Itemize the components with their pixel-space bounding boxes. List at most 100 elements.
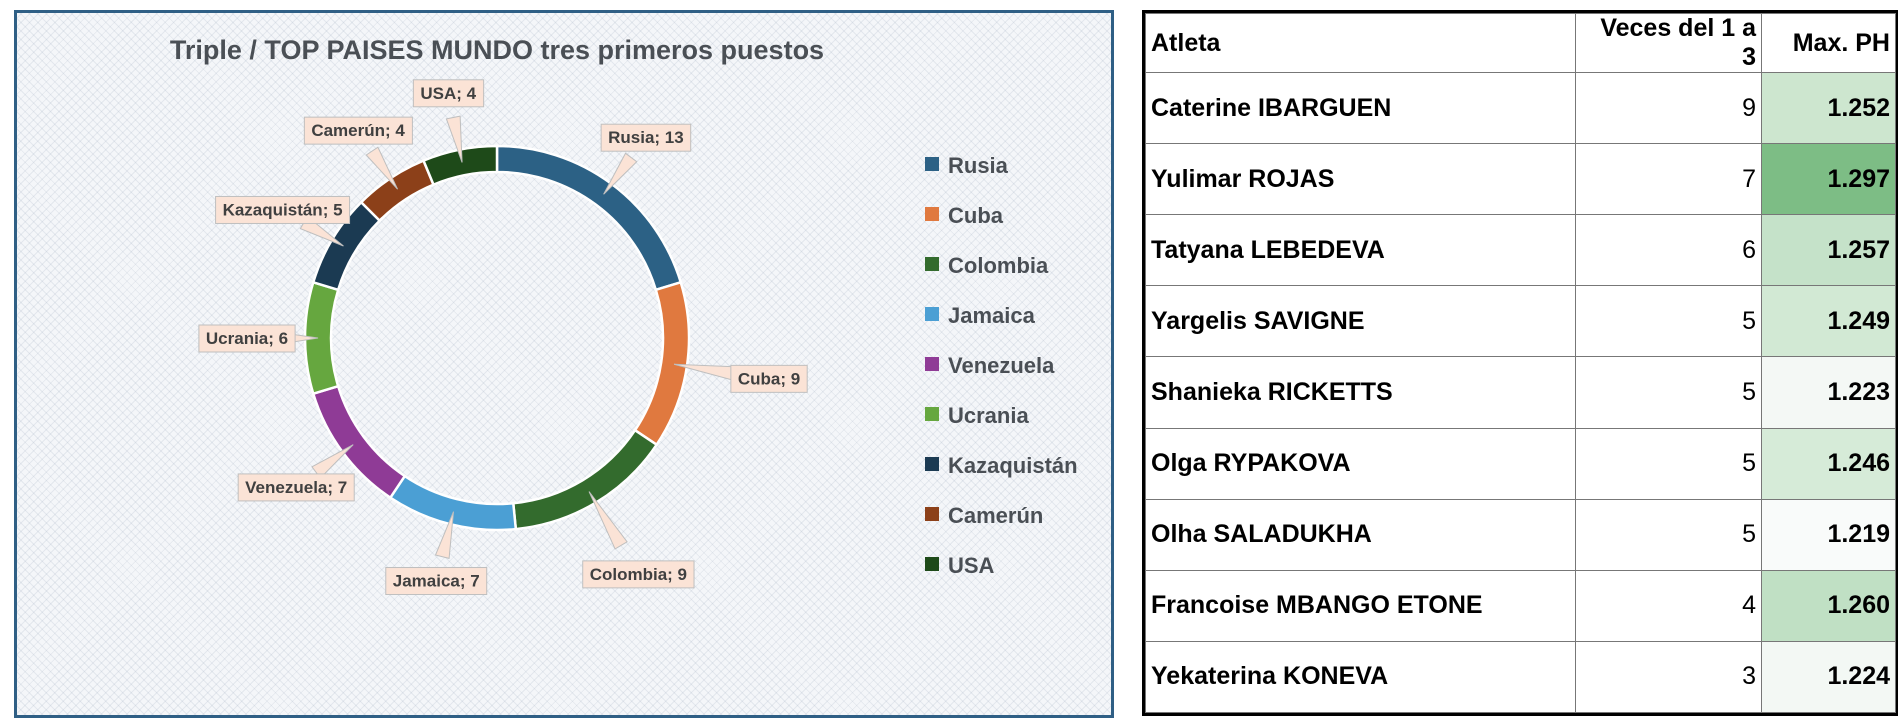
cell-max-ph: 1.223 (1761, 356, 1896, 429)
donut-slice-camerun (359, 158, 436, 223)
cell-max-ph: 1.224 (1761, 640, 1896, 714)
table-header-row: Atleta Veces del 1 a 3 Max. PH (1145, 13, 1896, 73)
cell-atleta: Caterine IBARGUEN (1145, 71, 1576, 145)
data-label-camerun: Camerún; 4 (303, 116, 413, 190)
cell-max-ph: 1.257 (1761, 214, 1896, 287)
cell-max-ph: 1.297 (1761, 143, 1896, 216)
legend-label: Colombia (948, 253, 1049, 278)
table-row: Francoise MBANGO ETONE 4 1.260 (1145, 569, 1896, 642)
header-veces: Veces del 1 a 3 (1575, 13, 1762, 73)
legend-item-venezuela: Venezuela (925, 353, 1055, 378)
chart-title: Triple / TOP PAISES MUNDO tres primeros … (170, 35, 824, 65)
data-label-fill (199, 326, 295, 351)
legend-label: Rusia (948, 153, 1009, 178)
athlete-table-panel: Atleta Veces del 1 a 3 Max. PH Caterine … (1142, 10, 1898, 716)
data-label-pointer (434, 511, 455, 560)
cell-veces: 5 (1575, 427, 1762, 500)
cell-veces: 5 (1575, 285, 1762, 358)
header-atleta: Atleta (1145, 13, 1576, 73)
data-label-fill (239, 474, 354, 500)
donut-chart: Triple / TOP PAISES MUNDO tres primeros … (170, 35, 1078, 596)
cell-atleta: Yulimar ROJAS (1145, 143, 1576, 216)
data-label-text: Colombia; 9 (590, 565, 687, 584)
legend-swatch (925, 357, 939, 371)
cell-veces: 4 (1575, 569, 1762, 642)
cell-atleta: Yargelis SAVIGNE (1145, 285, 1576, 358)
table-row: Shanieka RICKETTS 5 1.223 (1145, 356, 1896, 429)
data-label-pointer (603, 152, 638, 195)
cell-veces: 5 (1575, 356, 1762, 429)
table-row: Caterine IBARGUEN 9 1.252 (1145, 71, 1896, 145)
data-label-fill (386, 568, 486, 594)
data-label-pointer (365, 146, 399, 190)
legend-swatch (925, 157, 939, 171)
data-label-pointer (311, 444, 354, 479)
data-label-jamaica: Jamaica; 7 (385, 511, 488, 596)
cell-veces: 5 (1575, 498, 1762, 571)
table-row: Yekaterina KONEVA 3 1.224 (1145, 640, 1896, 714)
legend-label: Cuba (948, 203, 1004, 228)
legend-item-usa: USA (925, 553, 995, 578)
legend-label: Ucrania (948, 403, 1029, 428)
legend-swatch (925, 557, 939, 571)
data-label-text: Venezuela; 7 (245, 478, 347, 497)
data-label-text: Cuba; 9 (738, 369, 800, 388)
cell-atleta: Tatyana LEBEDEVA (1145, 214, 1576, 287)
legend-swatch (925, 407, 939, 421)
data-label-colombia: Colombia; 9 (582, 491, 695, 589)
data-label-cuba: Cuba; 9 (673, 363, 808, 393)
cell-veces: 7 (1575, 143, 1762, 216)
data-label-fill (602, 125, 690, 151)
legend-label: Camerún (948, 503, 1043, 528)
data-label-fill (731, 366, 807, 392)
data-label-text: Rusia; 13 (608, 128, 684, 147)
cell-max-ph: 1.260 (1761, 569, 1896, 642)
cell-max-ph: 1.219 (1761, 498, 1896, 571)
legend-swatch (925, 307, 939, 321)
cell-atleta: Shanieka RICKETTS (1145, 356, 1576, 429)
cell-max-ph: 1.252 (1761, 71, 1896, 145)
donut-slice-cuba (633, 280, 691, 447)
legend-label: Jamaica (948, 303, 1036, 328)
cell-atleta: Olga RYPAKOVA (1145, 427, 1576, 500)
data-label-text: Ucrania; 6 (206, 329, 288, 348)
cell-max-ph: 1.246 (1761, 427, 1896, 500)
table-row: Olha SALADUKHA 5 1.219 (1145, 498, 1896, 571)
athlete-table: Atleta Veces del 1 a 3 Max. PH Caterine … (1145, 13, 1896, 714)
cell-max-ph: 1.249 (1761, 285, 1896, 358)
legend-item-colombia: Colombia (925, 253, 1049, 278)
legend-label: Venezuela (948, 353, 1055, 378)
data-label-text: Camerún; 4 (311, 121, 405, 140)
cell-atleta: Francoise MBANGO ETONE (1145, 569, 1576, 642)
data-label-text: Jamaica; 7 (393, 572, 480, 591)
header-max-ph: Max. PH (1761, 13, 1896, 73)
cell-veces: 6 (1575, 214, 1762, 287)
legend-swatch (925, 457, 939, 471)
chart-panel: Triple / TOP PAISES MUNDO tres primeros … (14, 10, 1114, 718)
legend-swatch (925, 507, 939, 521)
data-label-text: Kazaquistán; 5 (223, 200, 343, 219)
table-row: Yargelis SAVIGNE 5 1.249 (1145, 285, 1896, 358)
cell-veces: 3 (1575, 640, 1762, 714)
legend-item-kazaquistan: Kazaquistán (925, 453, 1078, 478)
data-label-fill (583, 561, 694, 587)
donut-slice-colombia (511, 428, 659, 531)
data-label-pointer (588, 491, 628, 550)
legend-item-camerun: Camerún (925, 503, 1043, 528)
chart-legend: Rusia Cuba Colombia Jamaica Venezuela Ucrania… (925, 153, 1078, 578)
legend-label: Kazaquistán (948, 453, 1078, 478)
data-label-venezuela: Venezuela; 7 (237, 444, 355, 502)
legend-item-ucrania: Ucrania (925, 403, 1029, 428)
legend-item-cuba: Cuba (925, 203, 1004, 228)
legend-swatch (925, 207, 939, 221)
legend-label: USA (948, 553, 995, 578)
data-label-rusia: Rusia; 13 (600, 123, 692, 195)
data-label-ucrania: Ucrania; 6 (198, 324, 319, 353)
data-label-usa: USA; 4 (412, 79, 485, 163)
cell-atleta: Olha SALADUKHA (1145, 498, 1576, 571)
table-row: Tatyana LEBEDEVA 6 1.257 (1145, 214, 1896, 287)
data-label-fill (216, 197, 349, 223)
cell-atleta: Yekaterina KONEVA (1145, 640, 1576, 714)
cell-veces: 9 (1575, 71, 1762, 145)
legend-item-rusia: Rusia (925, 153, 1009, 178)
